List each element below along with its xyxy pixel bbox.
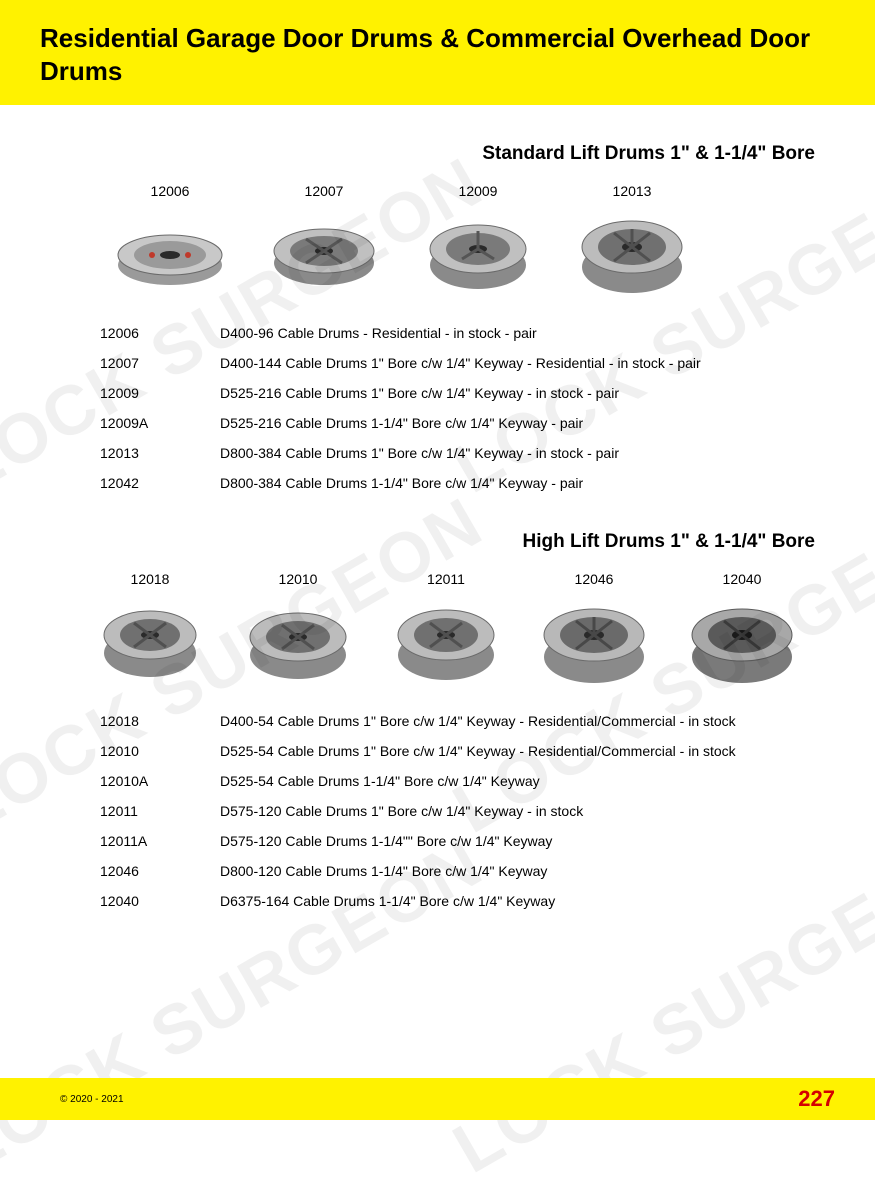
- drum-item: 12046: [524, 571, 664, 685]
- spec-desc: D525-54 Cable Drums 1-1/4" Bore c/w 1/4"…: [220, 773, 815, 789]
- drum-item: 12018: [80, 571, 220, 685]
- spec-row: 12011A D575-120 Cable Drums 1-1/4"" Bore…: [100, 833, 815, 849]
- drum-image-icon: [264, 207, 384, 297]
- spec-desc: D800-120 Cable Drums 1-1/4" Bore c/w 1/4…: [220, 863, 815, 879]
- spec-desc: D525-216 Cable Drums 1" Bore c/w 1/4" Ke…: [220, 385, 815, 401]
- spec-desc: D575-120 Cable Drums 1" Bore c/w 1/4" Ke…: [220, 803, 815, 819]
- spec-desc: D525-54 Cable Drums 1" Bore c/w 1/4" Key…: [220, 743, 815, 759]
- spec-desc: D800-384 Cable Drums 1-1/4" Bore c/w 1/4…: [220, 475, 815, 491]
- content-area: LOCK SURGEON LOCK SURGEON LOCK SURGEON L…: [0, 105, 875, 909]
- section-title-highlift: High Lift Drums 1" & 1-1/4" Bore: [60, 531, 815, 553]
- spec-code: 12010A: [100, 773, 220, 789]
- spec-code: 12011A: [100, 833, 220, 849]
- section-title-standard: Standard Lift Drums 1" & 1-1/4" Bore: [60, 143, 815, 165]
- spec-code: 12040: [100, 893, 220, 909]
- drum-code-label: 12040: [723, 571, 762, 587]
- spec-table-highlift: 12018 D400-54 Cable Drums 1" Bore c/w 1/…: [100, 713, 815, 909]
- drum-image-icon: [572, 207, 692, 297]
- spec-desc: D6375-164 Cable Drums 1-1/4" Bore c/w 1/…: [220, 893, 815, 909]
- header-band: Residential Garage Door Drums & Commerci…: [0, 0, 875, 105]
- drum-item: 12013: [562, 183, 702, 297]
- spec-row: 12010 D525-54 Cable Drums 1" Bore c/w 1/…: [100, 743, 815, 759]
- spec-desc: D400-54 Cable Drums 1" Bore c/w 1/4" Key…: [220, 713, 815, 729]
- spec-code: 12007: [100, 355, 220, 371]
- spec-row: 12006 D400-96 Cable Drums - Residential …: [100, 325, 815, 341]
- spec-code: 12010: [100, 743, 220, 759]
- drum-code-label: 12011: [427, 571, 465, 587]
- drum-image-icon: [110, 207, 230, 297]
- drum-code-label: 12013: [613, 183, 652, 199]
- drum-row-standard: 12006 12007: [60, 183, 815, 297]
- drum-item: 12006: [100, 183, 240, 297]
- drum-image-icon: [534, 595, 654, 685]
- drum-image-icon: [386, 595, 506, 685]
- spec-row: 12009A D525-216 Cable Drums 1-1/4" Bore …: [100, 415, 815, 431]
- drum-item: 12009: [408, 183, 548, 297]
- page-number: 227: [798, 1086, 835, 1112]
- spec-row: 12010A D525-54 Cable Drums 1-1/4" Bore c…: [100, 773, 815, 789]
- spec-row: 12011 D575-120 Cable Drums 1" Bore c/w 1…: [100, 803, 815, 819]
- spec-code: 12009A: [100, 415, 220, 431]
- drum-code-label: 12006: [151, 183, 190, 199]
- spec-code: 12042: [100, 475, 220, 491]
- spec-code: 12009: [100, 385, 220, 401]
- spec-desc: D575-120 Cable Drums 1-1/4"" Bore c/w 1/…: [220, 833, 815, 849]
- spec-row: 12042 D800-384 Cable Drums 1-1/4" Bore c…: [100, 475, 815, 491]
- footer-band: © 2020 - 2021 227: [0, 1078, 875, 1120]
- spec-code: 12018: [100, 713, 220, 729]
- spec-row: 12046 D800-120 Cable Drums 1-1/4" Bore c…: [100, 863, 815, 879]
- drum-item: 12011: [376, 571, 516, 685]
- spec-row: 12013 D800-384 Cable Drums 1" Bore c/w 1…: [100, 445, 815, 461]
- drum-image-icon: [90, 595, 210, 685]
- spec-desc: D800-384 Cable Drums 1" Bore c/w 1/4" Ke…: [220, 445, 815, 461]
- spec-row: 12009 D525-216 Cable Drums 1" Bore c/w 1…: [100, 385, 815, 401]
- spec-desc: D400-144 Cable Drums 1" Bore c/w 1/4" Ke…: [220, 355, 815, 371]
- copyright-text: © 2020 - 2021: [60, 1094, 124, 1105]
- spec-code: 12046: [100, 863, 220, 879]
- spec-desc: D525-216 Cable Drums 1-1/4" Bore c/w 1/4…: [220, 415, 815, 431]
- drum-image-icon: [238, 595, 358, 685]
- drum-image-icon: [418, 207, 538, 297]
- spec-row: 12040 D6375-164 Cable Drums 1-1/4" Bore …: [100, 893, 815, 909]
- drum-code-label: 12018: [131, 571, 170, 587]
- drum-image-icon: [682, 595, 802, 685]
- drum-item: 12007: [254, 183, 394, 297]
- spec-desc: D400-96 Cable Drums - Residential - in s…: [220, 325, 815, 341]
- spec-code: 12006: [100, 325, 220, 341]
- drum-item: 12010: [228, 571, 368, 685]
- drum-item: 12040: [672, 571, 812, 685]
- spec-row: 12018 D400-54 Cable Drums 1" Bore c/w 1/…: [100, 713, 815, 729]
- drum-code-label: 12010: [279, 571, 318, 587]
- page-title: Residential Garage Door Drums & Commerci…: [40, 22, 835, 87]
- spec-table-standard: 12006 D400-96 Cable Drums - Residential …: [100, 325, 815, 491]
- drum-code-label: 12009: [459, 183, 498, 199]
- spec-row: 12007 D400-144 Cable Drums 1" Bore c/w 1…: [100, 355, 815, 371]
- spec-code: 12011: [100, 803, 220, 819]
- spec-code: 12013: [100, 445, 220, 461]
- drum-row-highlift: 12018 12010: [60, 571, 815, 685]
- drum-code-label: 12046: [575, 571, 614, 587]
- drum-code-label: 12007: [305, 183, 344, 199]
